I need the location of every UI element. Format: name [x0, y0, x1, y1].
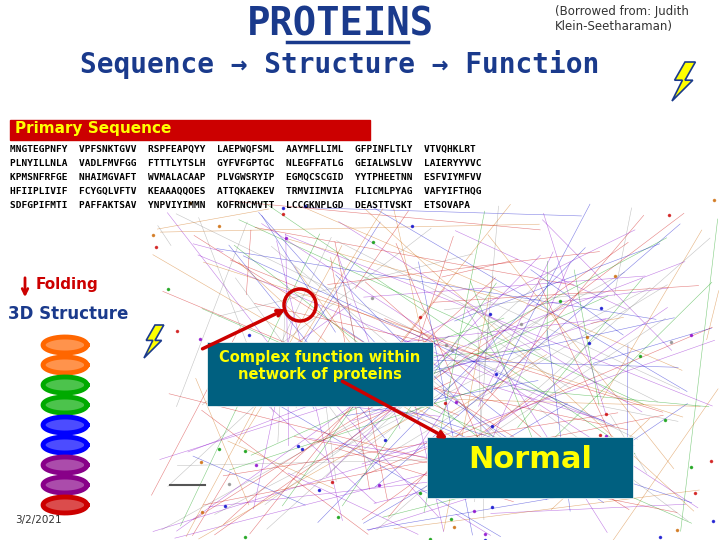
Polygon shape [43, 377, 87, 393]
Polygon shape [144, 325, 164, 358]
Polygon shape [43, 497, 87, 513]
Polygon shape [43, 457, 87, 473]
Text: Complex function within
network of proteins: Complex function within network of prote… [220, 350, 420, 382]
Text: (Borrowed from: Judith
Klein-Seetharaman): (Borrowed from: Judith Klein-Seetharaman… [555, 5, 689, 33]
Polygon shape [43, 337, 87, 353]
Text: MNGTEGPNFY  VPFSNKTGVV  RSPFEAPQYY  LAEPWQFSML  AAYMFLLIML  GFPINFLTLY  VTVQHKLR: MNGTEGPNFY VPFSNKTGVV RSPFEAPQYY LAEPWQF… [10, 145, 476, 154]
Polygon shape [43, 357, 87, 373]
Bar [10, 320, 160, 530]
Text: PROTEINS: PROTEINS [246, 5, 433, 43]
FancyBboxPatch shape [207, 342, 433, 406]
Polygon shape [43, 397, 87, 413]
Text: Primary Sequence: Primary Sequence [15, 121, 171, 136]
Polygon shape [43, 417, 87, 433]
Text: Normal: Normal [468, 445, 592, 474]
Text: HFIIPLIVIF  FCYGQLVFTV  KEAAAQQOES  ATTQKAEKEV  TRMVIIMVIA  FLICMLPYAG  VAFYIFTH: HFIIPLIVIF FCYGQLVFTV KEAAAQQOES ATTQKAE… [10, 187, 482, 196]
Text: PLNYILLNLA  VADLFMVFGG  FTTTLYTSLH  GYFVFGPTGC  NLEGFFATLG  GEIALWSLVV  LAIERYYV: PLNYILLNLA VADLFMVFGG FTTTLYTSLH GYFVFGP… [10, 159, 482, 168]
Text: Folding: Folding [36, 277, 99, 292]
Text: KPMSNFRFGE  NHAIMGVAFT  WVMALACAAP  PLVGWSRYIP  EGMQCSCGID  YYTPHEETNN  ESFVIYMF: KPMSNFRFGE NHAIMGVAFT WVMALACAAP PLVGWSR… [10, 173, 482, 182]
Polygon shape [43, 437, 87, 453]
FancyBboxPatch shape [427, 437, 633, 498]
Polygon shape [43, 477, 87, 493]
Bar [10, 120, 370, 140]
Text: 3/2/2021: 3/2/2021 [15, 515, 62, 525]
Text: Sequence → Structure → Function: Sequence → Structure → Function [81, 50, 600, 79]
Text: 3D Structure: 3D Structure [8, 305, 128, 323]
Text: SDFGPIFMTI  PAFFAKTSAV  YNPVIYIMMN  KOFRNCMVTT  LCCGKNPLGD  DEASTTVSKT  ETSOVAPA: SDFGPIFMTI PAFFAKTSAV YNPVIYIMMN KOFRNCM… [10, 201, 470, 210]
Polygon shape [672, 62, 696, 101]
